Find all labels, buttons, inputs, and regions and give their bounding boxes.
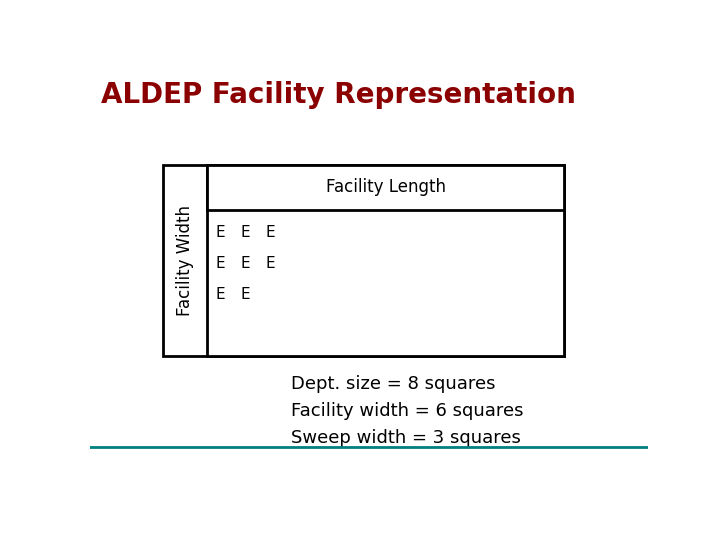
Text: E: E xyxy=(240,225,251,240)
Text: E: E xyxy=(215,256,225,271)
Bar xyxy=(207,165,564,356)
Text: E: E xyxy=(215,287,225,302)
Text: Facility Length: Facility Length xyxy=(325,178,446,197)
Text: ALDEP Facility Representation: ALDEP Facility Representation xyxy=(101,82,576,110)
Bar xyxy=(163,165,564,356)
Text: Dept. size = 8 squares: Dept. size = 8 squares xyxy=(291,375,495,393)
Text: Facility width = 6 squares: Facility width = 6 squares xyxy=(291,402,523,420)
Text: E: E xyxy=(240,256,251,271)
Text: E: E xyxy=(215,225,225,240)
Text: E: E xyxy=(240,287,251,302)
Bar xyxy=(207,165,564,210)
Text: Facility Width: Facility Width xyxy=(176,205,194,316)
Text: E: E xyxy=(266,225,275,240)
Text: E: E xyxy=(266,256,275,271)
Text: Sweep width = 3 squares: Sweep width = 3 squares xyxy=(291,429,521,447)
